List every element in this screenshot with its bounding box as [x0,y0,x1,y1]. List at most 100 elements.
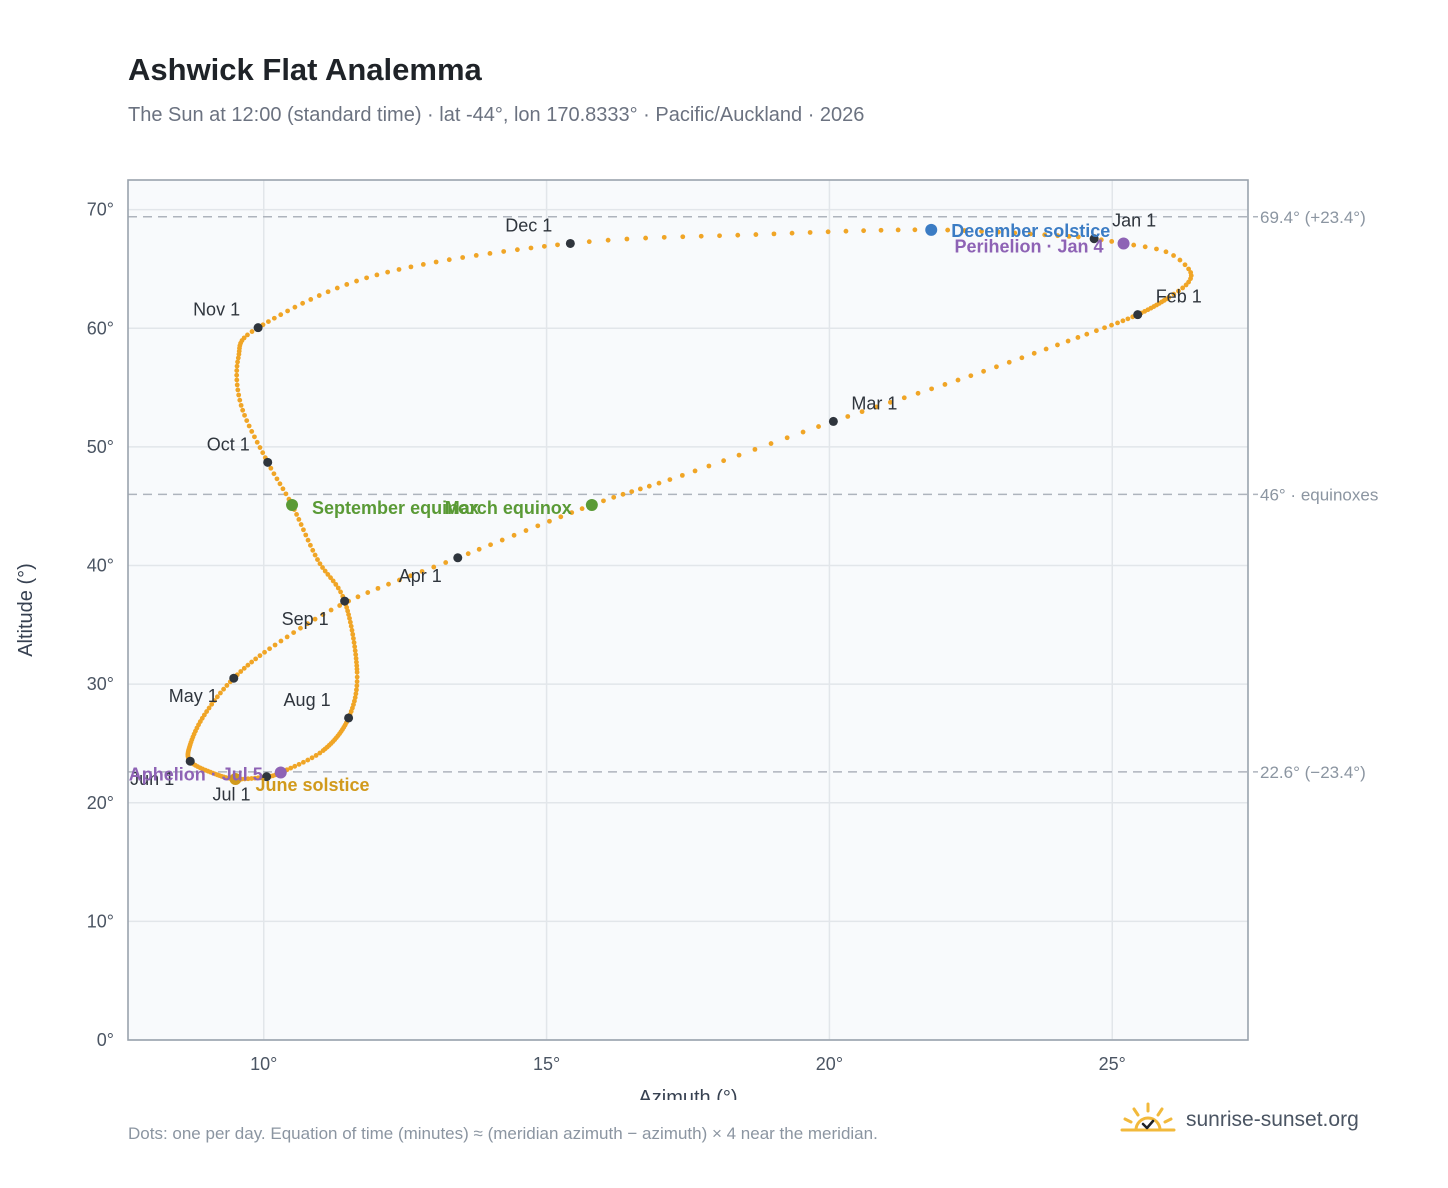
daily-sun-dot [555,242,560,248]
daily-sun-dot [354,687,359,693]
daily-sun-dot [214,694,220,700]
month-marker-label: Jun 1 [130,769,174,789]
event-marker [274,766,287,779]
daily-sun-dot [1027,231,1033,237]
daily-sun-dot [859,409,865,415]
daily-sun-dot [1171,253,1176,258]
daily-sun-dot [499,537,505,543]
daily-sun-dot [1084,331,1090,337]
daily-sun-dot [317,561,323,567]
daily-sun-dot [335,585,341,591]
daily-sun-dot [995,229,1001,235]
daily-sun-dot [878,227,884,233]
daily-sun-dot [353,691,359,697]
event-label: December solstice [951,221,1110,241]
daily-sun-dot [385,269,391,275]
daily-sun-dot [887,399,893,405]
month-marker-label: Mar 1 [851,393,897,413]
event-marker [925,223,938,236]
daily-sun-dot [1031,350,1037,356]
daily-sun-dot [241,665,247,671]
daily-sun-dot [656,480,662,486]
y-tick-label: 70° [87,200,114,220]
daily-sun-dot [234,377,240,383]
daily-sun-dot [252,434,257,440]
y-tick-label: 10° [87,911,114,931]
brand-name[interactable]: sunrise-sunset.org [1186,1108,1359,1131]
chart-title: Ashwick Flat Analemma [128,52,482,87]
daily-sun-dot [301,759,306,765]
month-marker [229,673,239,683]
month-marker-label: Feb 1 [1156,287,1202,307]
daily-sun-dot [431,564,437,570]
daily-sun-dot [679,472,685,478]
event-label: March equinox [445,498,572,518]
daily-sun-dot [1006,359,1012,365]
daily-sun-dot [397,577,402,583]
daily-sun-dot [267,646,272,652]
daily-sun-dot [322,568,328,574]
daily-sun-dot [981,368,986,374]
daily-sun-dot [305,621,310,627]
daily-sun-dot [752,446,758,452]
daily-sun-dot [245,332,250,338]
daily-sun-dot [1055,233,1061,239]
daily-sun-dot [620,491,626,497]
daily-sun-dot [328,607,334,613]
month-marker [262,772,272,782]
daily-sun-dot [296,516,302,522]
daily-sun-dot [661,234,667,240]
daily-sun-dot [235,355,241,361]
daily-sun-dot [365,590,371,595]
daily-sun-dot [266,319,271,325]
daily-sun-dot [296,761,302,767]
daily-sun-dot [843,228,849,234]
daily-sun-dot [344,282,350,287]
daily-sun-dot [1065,338,1071,344]
daily-sun-dot [1109,322,1114,328]
daily-sun-dot [753,232,759,237]
daily-sun-dot [234,368,240,374]
daily-sun-dot [262,649,267,655]
daily-sun-dot [300,300,306,306]
daily-sun-dot [784,435,790,441]
month-marker-label: Jul 1 [213,785,251,805]
daily-sun-dot [317,750,323,756]
daily-sun-dot [303,532,309,538]
daily-sun-dot [245,776,251,782]
event-marker [286,499,299,512]
y-tick-label: 40° [87,556,114,576]
daily-sun-dot [487,250,493,256]
daily-sun-dot [692,468,698,474]
daily-sun-dot [224,683,230,688]
daily-sun-dot [1093,328,1099,334]
daily-sun-dot [1125,316,1131,322]
footnote: Dots: one per day. Equation of time (min… [128,1124,878,1143]
daily-sun-dot [646,483,652,489]
daily-sun-dot [1019,355,1025,361]
daily-sun-dot [558,514,564,520]
daily-sun-dot [807,230,813,235]
month-marker [565,238,575,248]
daily-sun-dot [325,289,331,295]
brand[interactable]: sunrise-sunset.org [1120,1102,1359,1138]
daily-sun-dot [1098,237,1104,243]
y-axis-label: Altitude (°) [15,563,37,657]
daily-sun-dot [352,648,358,654]
daily-sun-dot [353,652,359,658]
event-marker [585,499,598,512]
daily-sun-dot [528,245,534,251]
daily-sun-dot [547,518,552,524]
daily-sun-dot [514,247,520,253]
daily-sun-dot [277,481,283,487]
daily-sun-dot [305,757,311,763]
daily-sun-dot [979,228,984,234]
daily-sun-dot [350,631,356,637]
daily-sun-dot [236,392,242,398]
daily-sun-dot [1012,230,1018,236]
x-axis-label: Azimuth (°) [638,1087,737,1100]
event-label: Perihelion · Jan 4 [955,236,1104,256]
daily-sun-dot [861,228,867,234]
daily-sun-dot [408,264,414,270]
daily-sun-dot [1042,232,1048,238]
